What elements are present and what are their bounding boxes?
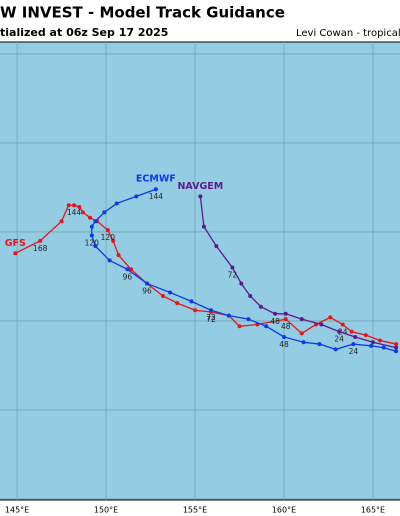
hour-label: 168	[33, 244, 48, 253]
hour-label: 96	[142, 287, 152, 296]
track-point	[394, 349, 399, 354]
track-point	[214, 244, 219, 249]
track-point	[283, 317, 288, 322]
track-point	[340, 322, 345, 327]
track-point	[107, 258, 112, 263]
title: W INVEST - Model Track Guidance	[0, 4, 285, 22]
track-point	[189, 299, 194, 304]
track-point	[281, 334, 286, 339]
hour-label: 96	[123, 272, 133, 281]
hour-label: 120	[101, 233, 116, 242]
x-tick-label: 145°E	[5, 506, 29, 515]
hour-label: 144	[67, 208, 82, 217]
track-point	[72, 203, 77, 208]
track-point	[125, 267, 130, 272]
track-point	[264, 324, 269, 329]
track-point	[105, 228, 110, 233]
hour-label: 72	[206, 315, 216, 324]
x-tick-label: 155°E	[183, 506, 207, 515]
track-point	[89, 233, 94, 238]
x-tick-label: 150°E	[94, 506, 118, 515]
track-point	[301, 340, 306, 345]
model-name: NAVGEM	[177, 181, 223, 192]
track-point	[317, 342, 322, 347]
hour-label: 144	[149, 192, 164, 201]
track-point	[283, 311, 288, 316]
track-point	[134, 194, 139, 199]
track-point	[349, 329, 354, 334]
track-point	[193, 308, 198, 313]
x-tick-label: 160°E	[272, 506, 296, 515]
track-point	[299, 317, 304, 322]
track-point	[80, 210, 85, 215]
track-point	[333, 347, 338, 352]
hour-label: 72	[228, 271, 238, 280]
track-point	[237, 324, 242, 329]
track-point	[59, 219, 64, 224]
track-point	[114, 201, 119, 206]
track-point	[273, 311, 278, 316]
model-name: GFS	[5, 238, 26, 249]
track-point	[353, 334, 358, 339]
hour-label: 24	[349, 347, 359, 356]
track-point	[116, 253, 121, 258]
track-point	[201, 224, 206, 229]
track-point	[77, 205, 82, 210]
track-point	[258, 304, 263, 309]
track-point	[394, 345, 399, 350]
track-point	[299, 331, 304, 336]
hour-label: 120	[85, 238, 100, 247]
track-point	[246, 317, 251, 322]
track-point	[144, 281, 149, 286]
credit: Levi Cowan - tropicaltic	[296, 28, 400, 39]
hour-label: 72	[206, 313, 216, 322]
track-point	[319, 322, 324, 327]
track-point	[89, 224, 94, 229]
track-point	[363, 333, 368, 338]
ocean	[0, 42, 400, 500]
track-point	[248, 294, 253, 299]
track-point	[230, 265, 235, 270]
track-point	[93, 219, 98, 224]
x-tick-label: 165°E	[361, 506, 385, 515]
hour-label: 24	[338, 327, 348, 336]
track-point	[93, 244, 98, 249]
hour-label: 48	[281, 322, 291, 331]
track-point	[337, 329, 342, 334]
track-point	[328, 315, 333, 320]
track-point	[381, 345, 386, 350]
track-point	[198, 194, 203, 199]
track-point	[88, 215, 93, 220]
track-point	[209, 308, 214, 313]
hour-label: 48	[279, 340, 289, 349]
track-point	[239, 281, 244, 286]
model-name: ECMWF	[136, 174, 176, 185]
track-point	[111, 238, 116, 243]
track-point	[153, 187, 158, 192]
track-point	[168, 290, 173, 295]
track-point	[394, 342, 399, 347]
track-point	[66, 203, 71, 208]
track-point	[369, 343, 374, 348]
hour-label: 48	[270, 317, 280, 326]
track-point	[351, 342, 356, 347]
track-point	[128, 267, 133, 272]
subtitle: tialized at 06z Sep 17 2025	[0, 26, 168, 39]
hour-label: 24	[334, 335, 344, 344]
track-point	[160, 294, 165, 299]
track-point	[370, 340, 375, 345]
track-point	[226, 313, 231, 318]
track-point	[175, 301, 180, 306]
track-point	[13, 251, 18, 256]
track-point	[38, 238, 43, 243]
track-point	[378, 338, 383, 343]
track-point	[102, 210, 107, 215]
